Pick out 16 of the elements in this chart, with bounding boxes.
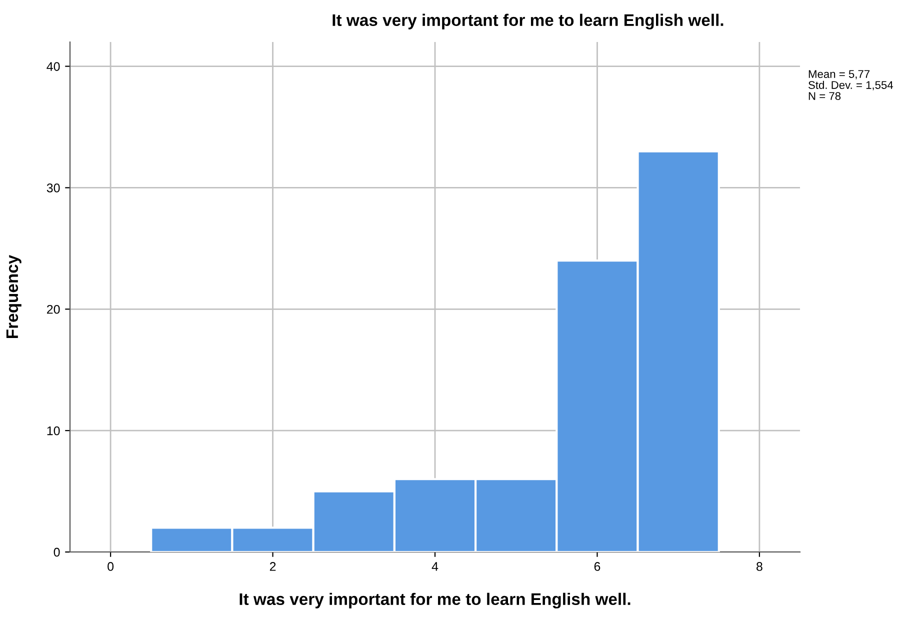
text: Std. Dev. = 1,554 [808, 80, 894, 90]
y-tick-label: 40 [46, 62, 60, 71]
y-tick-label: 20 [47, 304, 60, 314]
x-axis-title: It was very important for me to learn English well. [240, 592, 630, 608]
y-axis-title: Frequency [6, 254, 22, 338]
x-tick-label: 2 [270, 562, 276, 571]
x-tick-label: 4 [432, 562, 438, 571]
y-tick-label: 0 [54, 548, 60, 557]
x-tick-label: 0 [108, 562, 114, 571]
text: N = 78 [808, 92, 841, 100]
y-tick-label: 30 [46, 184, 60, 192]
chart-title: It was very important for me to learn English well. [332, 14, 724, 30]
x-tick-label: 8 [756, 562, 762, 571]
y-tick-label: 10 [47, 426, 60, 436]
x-tick-label: 6 [594, 562, 600, 571]
text: Mean = 5,77 [808, 70, 870, 80]
